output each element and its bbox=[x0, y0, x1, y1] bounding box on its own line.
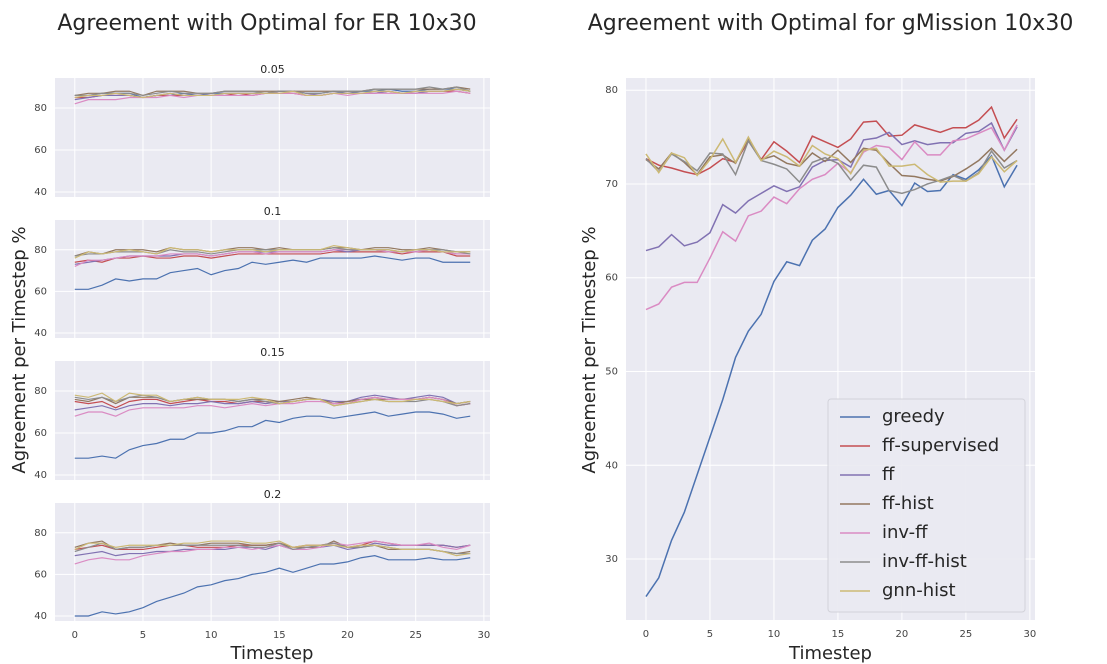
left-x-label: Timestep bbox=[230, 643, 314, 664]
y-tick-label: 40 bbox=[34, 611, 47, 622]
x-tick-label: 15 bbox=[273, 630, 286, 641]
x-tick-label: 25 bbox=[960, 629, 973, 640]
series-line bbox=[74, 255, 471, 290]
series-line bbox=[74, 247, 471, 257]
plot-area bbox=[55, 361, 490, 480]
y-tick-label: 70 bbox=[605, 179, 618, 190]
series-line bbox=[74, 86, 471, 97]
x-tick-label: 10 bbox=[768, 629, 781, 640]
series-line bbox=[74, 540, 471, 557]
x-axis-label: Timestep bbox=[788, 643, 872, 664]
y-tick-label: 60 bbox=[605, 273, 618, 284]
y-tick-label: 60 bbox=[34, 428, 47, 439]
y-tick-label: 80 bbox=[34, 103, 47, 114]
series-line bbox=[74, 396, 471, 417]
y-tick-label: 80 bbox=[605, 85, 618, 96]
y-tick-label: 60 bbox=[34, 286, 47, 297]
subplot-title: 0.15 bbox=[260, 346, 285, 359]
x-tick-label: 5 bbox=[140, 630, 146, 641]
y-tick-label: 80 bbox=[34, 386, 47, 397]
x-tick-label: 0 bbox=[643, 629, 649, 640]
legend-label: ff bbox=[882, 464, 895, 485]
x-tick-label: 5 bbox=[707, 629, 713, 640]
legend-box bbox=[827, 398, 1026, 613]
legend-label: inv-ff bbox=[882, 522, 928, 543]
x-tick-label: 20 bbox=[341, 630, 354, 641]
y-tick-label: 40 bbox=[34, 328, 47, 339]
legend-label: ff-hist bbox=[882, 493, 934, 514]
x-tick-label: 0 bbox=[72, 630, 78, 641]
series-line bbox=[645, 139, 1018, 195]
y-tick-label: 40 bbox=[34, 187, 47, 198]
x-tick-label: 20 bbox=[896, 629, 909, 640]
subplot-title: 0.2 bbox=[264, 488, 282, 501]
series-line bbox=[74, 392, 471, 407]
y-tick-label: 30 bbox=[605, 554, 618, 565]
subplot-title: 0.05 bbox=[260, 63, 285, 76]
y-tick-label: 50 bbox=[605, 367, 618, 378]
series-line bbox=[645, 135, 1018, 183]
legend-label: greedy bbox=[882, 406, 945, 427]
left-title: Agreement with Optimal for ER 10x30 bbox=[57, 11, 476, 36]
series-line bbox=[74, 540, 471, 565]
x-tick-label: 25 bbox=[409, 630, 422, 641]
chart-title: Agreement with Optimal for gMission 10x3… bbox=[588, 11, 1074, 36]
subplot-title: 0.1 bbox=[264, 205, 282, 218]
y-tick-label: 80 bbox=[34, 245, 47, 256]
y-tick-label: 40 bbox=[34, 470, 47, 481]
series-line bbox=[74, 88, 471, 99]
series-line bbox=[74, 411, 471, 459]
x-tick-label: 30 bbox=[1024, 629, 1037, 640]
series-line bbox=[74, 555, 471, 617]
y-tick-label: 60 bbox=[34, 145, 47, 156]
left-y-label: Agreement per Timestep % bbox=[9, 226, 30, 473]
x-tick-label: 10 bbox=[205, 630, 218, 641]
plot-area bbox=[55, 220, 490, 338]
series-line bbox=[74, 244, 471, 259]
legend-label: inv-ff-hist bbox=[882, 551, 967, 572]
x-tick-label: 15 bbox=[832, 629, 845, 640]
series-line bbox=[645, 124, 1018, 311]
y-tick-label: 60 bbox=[34, 569, 47, 580]
legend-label: gnn-hist bbox=[882, 580, 956, 601]
y-tick-label: 80 bbox=[34, 528, 47, 539]
x-tick-label: 30 bbox=[477, 630, 490, 641]
legend-label: ff-supervised bbox=[882, 435, 999, 456]
y-axis-label: Agreement per Timestep % bbox=[579, 226, 600, 473]
y-tick-label: 40 bbox=[605, 460, 618, 471]
plot-area bbox=[55, 503, 490, 621]
series-line bbox=[645, 105, 1018, 176]
